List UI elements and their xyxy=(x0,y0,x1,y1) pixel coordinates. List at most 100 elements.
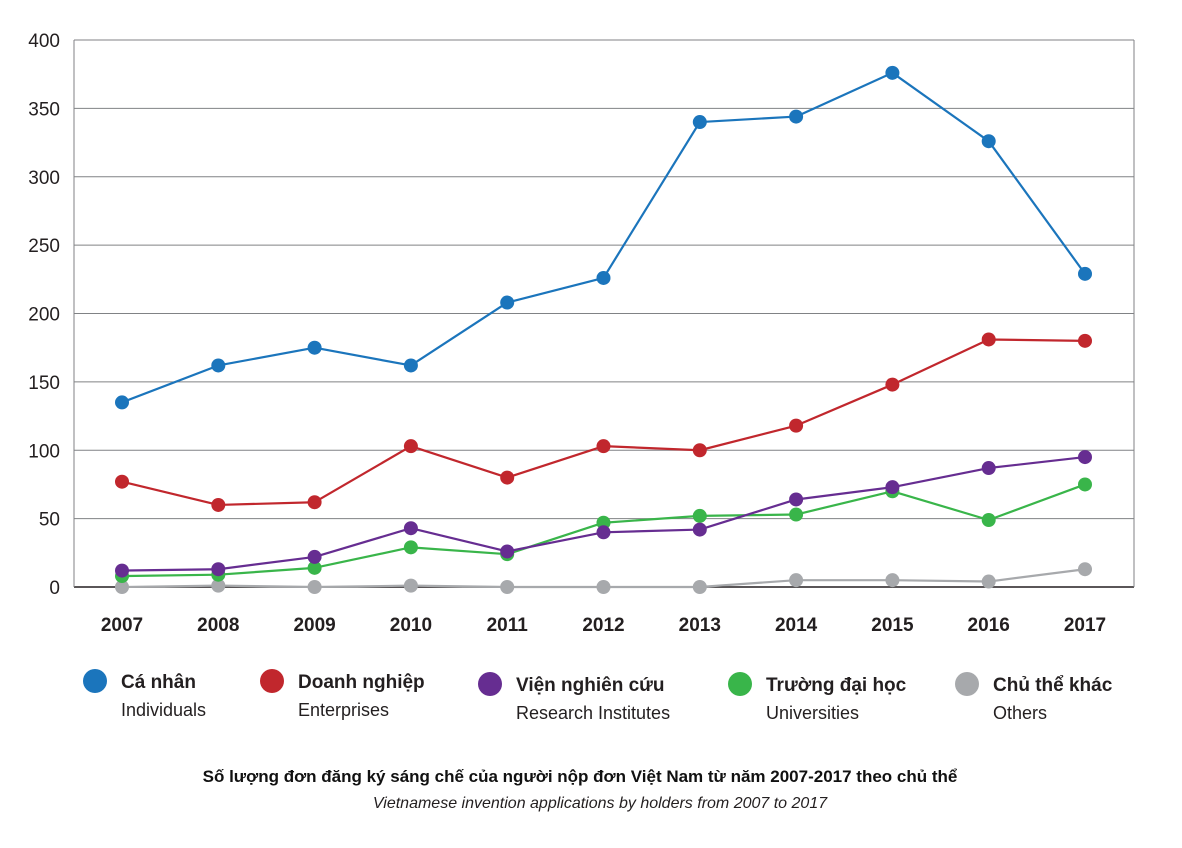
data-point xyxy=(885,65,900,80)
legend-item: Trường đại học Universities xyxy=(728,672,907,723)
series-group xyxy=(115,65,1092,410)
data-point xyxy=(115,563,129,578)
legend-marker xyxy=(83,669,107,693)
legend-sublabel: Enterprises xyxy=(298,700,389,720)
data-point xyxy=(692,443,707,458)
legend-label: Chủ thể khác xyxy=(993,675,1113,696)
data-point xyxy=(789,418,804,433)
data-point xyxy=(789,492,804,507)
data-point xyxy=(1078,266,1092,281)
x-tick-label: 2017 xyxy=(1064,615,1106,636)
legend-label: Doanh nghiệp xyxy=(298,672,425,693)
legend-sublabel: Individuals xyxy=(121,700,206,720)
legend-marker xyxy=(955,672,979,696)
data-point xyxy=(596,525,611,540)
data-point xyxy=(789,573,804,588)
x-tick-label: 2012 xyxy=(582,615,624,636)
y-tick-label: 200 xyxy=(28,305,60,326)
x-tick-label: 2010 xyxy=(390,615,432,636)
data-point xyxy=(885,573,900,588)
data-point xyxy=(692,115,707,130)
data-point xyxy=(1078,477,1092,492)
x-tick-label: 2016 xyxy=(968,615,1010,636)
data-point xyxy=(596,270,611,285)
series-lines xyxy=(115,65,1092,594)
data-point xyxy=(692,508,707,523)
data-point xyxy=(403,540,418,555)
x-tick-label: 2007 xyxy=(101,615,143,636)
data-point xyxy=(211,562,226,577)
data-point xyxy=(211,358,226,373)
data-point xyxy=(789,507,804,522)
y-tick-label: 50 xyxy=(39,510,60,531)
x-tick-label: 2015 xyxy=(871,615,914,636)
y-axis-ticks: 0 50 100 150 200 250 300 350 400 xyxy=(28,31,60,599)
chart-subtitle: Vietnamese invention applications by hol… xyxy=(373,795,828,812)
series-line xyxy=(121,455,1086,572)
series-line xyxy=(121,338,1086,507)
data-point xyxy=(1078,562,1092,577)
x-axis-ticks: 2007 2008 2009 2010 2011 2012 2013 2014 2015 2016… xyxy=(101,615,1106,636)
data-point xyxy=(500,580,515,594)
data-point xyxy=(307,340,322,355)
legend-item: Chủ thể khác Others xyxy=(955,672,1113,723)
data-point xyxy=(981,512,996,527)
data-point xyxy=(307,549,322,564)
data-point xyxy=(307,560,322,575)
data-point xyxy=(403,521,418,536)
series-group xyxy=(115,450,1092,578)
series-line xyxy=(121,71,1086,404)
data-point xyxy=(981,574,996,589)
y-tick-label: 100 xyxy=(28,441,60,462)
y-tick-label: 250 xyxy=(28,236,60,257)
data-point xyxy=(692,580,707,594)
data-point xyxy=(500,544,515,559)
legend-item: Viện nghiên cứu Research Institutes xyxy=(478,672,670,723)
data-point xyxy=(403,358,418,373)
data-point xyxy=(403,439,418,454)
legend-marker xyxy=(260,669,284,693)
y-tick-label: 400 xyxy=(28,31,60,52)
chart-title: Số lượng đơn đăng ký sáng chế của người … xyxy=(203,767,958,786)
legend-item: Cá nhân Individuals xyxy=(83,669,206,720)
legend: Cá nhân Individuals Doanh nghiệp Enterprise… xyxy=(83,669,1113,723)
x-tick-label: 2008 xyxy=(197,615,239,636)
data-point xyxy=(596,580,611,594)
x-tick-label: 2011 xyxy=(487,615,529,636)
data-point xyxy=(307,495,322,510)
data-point xyxy=(211,578,226,593)
data-point xyxy=(596,515,611,530)
data-point xyxy=(981,332,996,347)
data-point xyxy=(1078,333,1092,348)
data-point xyxy=(789,109,804,124)
x-tick-label: 2013 xyxy=(679,615,721,636)
data-point xyxy=(500,470,515,485)
data-point xyxy=(596,439,611,454)
legend-marker xyxy=(728,672,752,696)
x-tick-label: 2014 xyxy=(775,615,818,636)
data-point xyxy=(403,578,418,593)
legend-sublabel: Research Institutes xyxy=(516,703,670,723)
y-tick-label: 350 xyxy=(28,99,60,120)
y-tick-label: 300 xyxy=(28,168,60,189)
data-point xyxy=(885,480,900,495)
legend-label: Cá nhân xyxy=(121,672,196,693)
y-tick-label: 0 xyxy=(49,578,60,599)
series-group xyxy=(115,332,1092,512)
data-point xyxy=(115,474,129,489)
legend-label: Trường đại học xyxy=(766,675,907,696)
data-point xyxy=(692,522,707,537)
legend-sublabel: Universities xyxy=(766,703,859,723)
data-point xyxy=(1078,450,1092,465)
legend-marker xyxy=(478,672,502,696)
series-group xyxy=(115,562,1092,594)
data-point xyxy=(500,295,515,310)
legend-sublabel: Others xyxy=(993,703,1047,723)
data-point xyxy=(307,580,322,594)
legend-label: Viện nghiên cứu xyxy=(516,675,665,696)
gridlines xyxy=(73,39,1135,588)
y-tick-label: 150 xyxy=(28,373,60,394)
x-tick-label: 2009 xyxy=(293,615,335,636)
